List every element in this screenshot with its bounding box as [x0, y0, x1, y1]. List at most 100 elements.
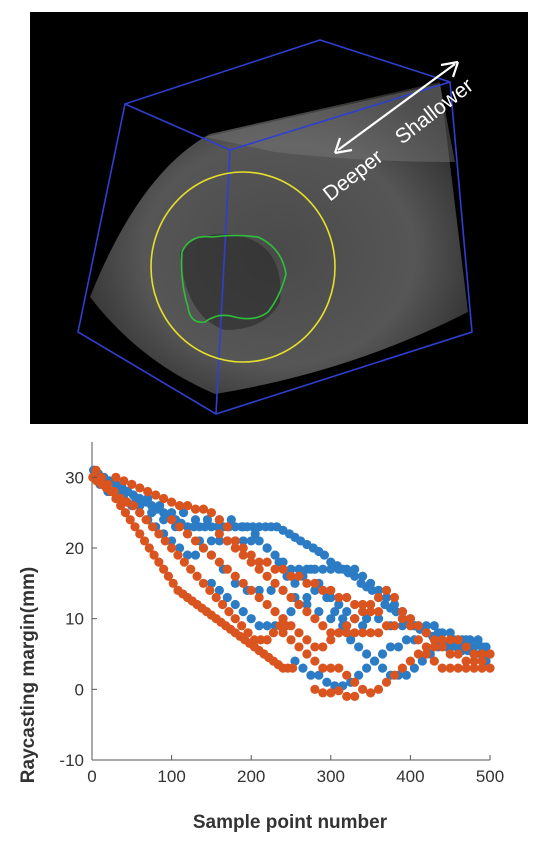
data-point: [274, 557, 284, 567]
data-point: [302, 592, 312, 603]
data-point: [286, 621, 296, 631]
x-tick-label: 200: [237, 767, 265, 786]
data-point: [270, 607, 280, 617]
data-point: [198, 578, 209, 588]
data-point: [389, 621, 400, 631]
data-point: [131, 493, 141, 504]
data-point: [445, 663, 455, 673]
data-point: [354, 642, 364, 652]
data-point: [167, 497, 177, 507]
data-point: [154, 529, 164, 539]
data-point: [477, 663, 487, 673]
data-point: [485, 649, 495, 659]
data-point: [109, 486, 119, 497]
data-point: [310, 642, 320, 652]
data-point: [302, 607, 312, 617]
data-point: [230, 522, 240, 532]
data-point: [211, 592, 221, 603]
data-point: [214, 515, 224, 525]
data-point: [373, 684, 384, 694]
data-point: [453, 649, 463, 659]
data-point: [421, 628, 431, 638]
data-point: [262, 543, 272, 553]
data-point: [334, 686, 344, 696]
data-point: [421, 642, 431, 652]
data-point: [214, 585, 224, 595]
data-point: [206, 536, 216, 546]
data-point: [318, 642, 328, 652]
data-point: [401, 670, 412, 680]
data-point: [310, 614, 320, 624]
data-point: [437, 642, 447, 652]
inner-contour: [180, 234, 287, 324]
data-point: [298, 663, 308, 673]
data-point: [310, 585, 320, 595]
data-point: [477, 649, 487, 659]
data-point: [119, 476, 129, 486]
data-point: [322, 677, 332, 687]
data-point: [192, 571, 202, 581]
data-point: [198, 504, 209, 514]
data-point: [143, 493, 153, 504]
data-point: [445, 635, 455, 645]
data-point: [350, 599, 360, 610]
data-point: [461, 663, 471, 673]
data-point: [286, 592, 296, 603]
data-point: [190, 550, 201, 560]
data-point: [302, 649, 312, 659]
data-point: [366, 578, 376, 588]
data-point: [182, 501, 193, 511]
data-point: [230, 599, 240, 610]
data-point: [302, 635, 312, 645]
data-point: [167, 536, 177, 546]
data-point: [262, 599, 272, 610]
data-point: [230, 543, 240, 553]
data-point: [224, 607, 234, 617]
data-point: [346, 635, 356, 645]
data-point: [174, 522, 185, 532]
x-tick-label: 300: [317, 767, 345, 786]
data-point: [190, 536, 201, 546]
data-point: [373, 614, 384, 624]
data-point: [318, 564, 328, 574]
data-point: [246, 550, 256, 560]
data-point: [373, 628, 384, 638]
data-point: [366, 688, 376, 698]
data-point: [350, 677, 360, 687]
data-point: [326, 688, 336, 698]
data-point: [373, 585, 384, 595]
outer-contour: [150, 171, 336, 363]
data-point: [405, 621, 415, 631]
data-point: [160, 536, 170, 546]
x-tick-label: 0: [87, 767, 96, 786]
data-point: [473, 635, 483, 645]
data-point: [389, 599, 400, 610]
data-point: [453, 635, 463, 645]
data-point: [238, 550, 248, 560]
data-point: [135, 529, 145, 539]
data-point: [147, 522, 158, 532]
data-point: [358, 621, 368, 631]
data-point: [103, 479, 113, 489]
data-point: [377, 663, 388, 673]
data-point: [342, 670, 352, 680]
data-point: [214, 529, 224, 539]
data-point: [294, 599, 304, 610]
data-point: [381, 585, 392, 595]
data-point: [217, 599, 228, 610]
data-point: [286, 607, 296, 617]
data-point: [358, 628, 368, 638]
data-point: [246, 536, 256, 546]
data-point: [401, 635, 412, 645]
y-tick-label: 30: [65, 468, 84, 487]
data-point: [350, 691, 360, 701]
x-tick-label: 500: [476, 767, 504, 786]
data-point: [417, 656, 427, 666]
data-point: [294, 642, 304, 652]
data-point: [141, 515, 151, 525]
data-point: [254, 585, 264, 595]
data-point: [377, 649, 388, 659]
data-point: [238, 543, 248, 553]
data-point: [326, 592, 336, 603]
